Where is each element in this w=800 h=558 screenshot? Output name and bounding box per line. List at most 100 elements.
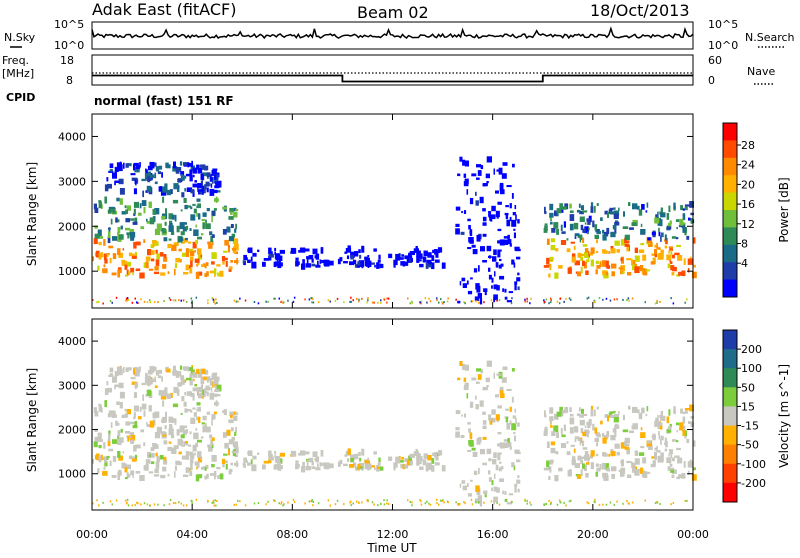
power-cell (650, 261, 655, 265)
power-cell (268, 255, 272, 261)
velocity-cell (590, 409, 594, 417)
velocity-cell (314, 458, 319, 462)
velocity-cell (180, 502, 182, 505)
power-cell (179, 161, 183, 166)
power-cell (182, 226, 187, 232)
power-cell (149, 301, 151, 304)
power-cell (174, 299, 177, 302)
power-cell (472, 249, 478, 255)
power-cell (594, 300, 596, 303)
power-cell (143, 239, 146, 243)
power-cell (135, 268, 141, 272)
power-cell (569, 214, 575, 221)
velocity-cell (616, 451, 620, 456)
power-cell (596, 230, 601, 235)
power-cell (175, 171, 180, 174)
power-cell (168, 297, 171, 300)
velocity-cell (103, 466, 106, 470)
power-cell (681, 222, 686, 229)
velocity-cell (204, 388, 207, 394)
velocity-cell (477, 495, 482, 501)
velocity-cell (185, 504, 188, 507)
velocity-cell (353, 462, 357, 467)
velocity-cell (126, 498, 129, 501)
velocity-cell (411, 504, 413, 507)
power-cell (358, 298, 360, 301)
power-cell (596, 203, 599, 206)
power-cell (593, 205, 596, 213)
velocity-cell (596, 406, 599, 410)
power-cell (580, 256, 584, 261)
power-cell (115, 217, 118, 223)
velocity-cell (212, 372, 218, 375)
power-cell (669, 246, 673, 252)
velocity-cell (595, 463, 599, 467)
velocity-cell (230, 462, 233, 466)
power-cell (161, 215, 166, 220)
power-cell (200, 180, 203, 188)
power-cell (94, 225, 98, 229)
power-cell (477, 170, 482, 176)
velocity-cell (463, 413, 467, 418)
velocity-cell (108, 434, 111, 442)
velocity-cell (152, 412, 156, 419)
velocity-cell (401, 457, 404, 460)
power-cell (608, 251, 610, 254)
velocity-cell (110, 422, 113, 428)
power-cell (660, 235, 662, 242)
nave-label: Nave (747, 65, 775, 78)
power-cell (162, 230, 167, 234)
power-cell (98, 236, 103, 239)
velocity-cell (582, 413, 588, 416)
power-cell (126, 261, 131, 267)
power-cell (215, 298, 217, 301)
velocity-cell (657, 422, 663, 430)
velocity-cell (464, 382, 469, 388)
power-cell (601, 260, 606, 267)
velocity-cell (464, 364, 469, 371)
power-cell (125, 227, 131, 231)
velocity-cell (645, 413, 648, 417)
power-cell (584, 222, 587, 225)
velocity-cell (215, 400, 218, 407)
power-cell (168, 238, 172, 241)
velocity-cell (500, 393, 505, 398)
power-cell (595, 269, 598, 275)
power-cell (95, 250, 100, 258)
velocity-cell (202, 426, 205, 433)
velocity-cell (247, 462, 251, 466)
velocity-cell (222, 432, 227, 438)
power-cell (189, 265, 191, 269)
velocity-cell (464, 502, 466, 505)
velocity-cell (429, 503, 432, 506)
power-cell (224, 239, 229, 246)
velocity-cell (373, 503, 375, 506)
power-cell (411, 302, 413, 305)
velocity-cell (569, 413, 574, 417)
power-cell (194, 249, 196, 253)
power-cell (480, 246, 485, 252)
velocity-cell (651, 456, 657, 459)
power-cell (692, 264, 696, 268)
noise-sky-line (91, 26, 694, 40)
power-cell (670, 297, 672, 300)
power-cell (631, 259, 633, 265)
power-cell (493, 168, 495, 175)
velocity-cell (419, 499, 421, 501)
velocity-cell (268, 456, 274, 461)
velocity-cell (114, 384, 120, 387)
velocity-cell (182, 504, 185, 507)
power-cell (136, 301, 138, 304)
power-cell (658, 252, 664, 258)
power-cell (640, 229, 646, 235)
velocity-cell (97, 432, 102, 440)
power-cell (124, 264, 128, 270)
velocity-cell (486, 385, 489, 388)
velocity-cell (235, 412, 239, 415)
power-cell (283, 301, 285, 304)
power-cell (180, 231, 185, 236)
power-cell (620, 268, 624, 275)
velocity-cell (546, 441, 550, 448)
velocity-cell (233, 503, 235, 506)
power-cell (420, 300, 423, 303)
